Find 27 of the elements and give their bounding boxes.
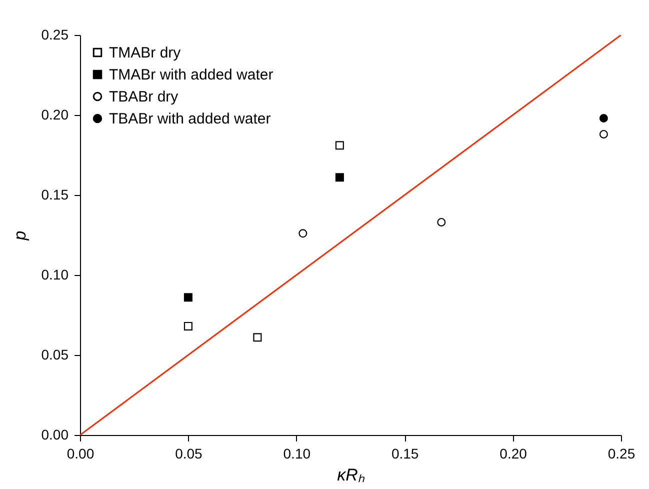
point (335, 141, 344, 150)
y-tick-label: 0.20 (41, 106, 69, 122)
legend-label: TMABr dry (109, 44, 182, 62)
point (298, 229, 308, 238)
x-tick-label: 0.00 (66, 446, 94, 462)
point (437, 218, 446, 226)
point (335, 173, 344, 182)
point (599, 130, 608, 138)
x-tick-label: 0.10 (283, 446, 311, 462)
y-tick-label: 0.10 (41, 266, 69, 282)
legend-label: TMABr with added water (109, 66, 274, 84)
point (253, 333, 262, 342)
y-tick-label: 0.00 (41, 426, 69, 442)
y-tick-label: 0.25 (41, 26, 69, 42)
point (599, 114, 608, 122)
legend-label: TBABr with added water (109, 110, 271, 128)
y-axis-title: p (10, 230, 30, 242)
x-tick-label: 0.15 (391, 446, 419, 462)
y-tick-label: 0.05 (41, 346, 69, 362)
y-tick-label: 0.15 (41, 186, 69, 202)
x-tick-label: 0.25 (608, 446, 636, 462)
x-tick-label: 0.05 (175, 446, 203, 462)
point (184, 293, 192, 302)
x-tick-label: 0.20 (500, 446, 528, 462)
point (184, 322, 192, 330)
x-axis-title: κRₕ (337, 466, 365, 484)
legend-label: TBABr dry (109, 88, 179, 106)
